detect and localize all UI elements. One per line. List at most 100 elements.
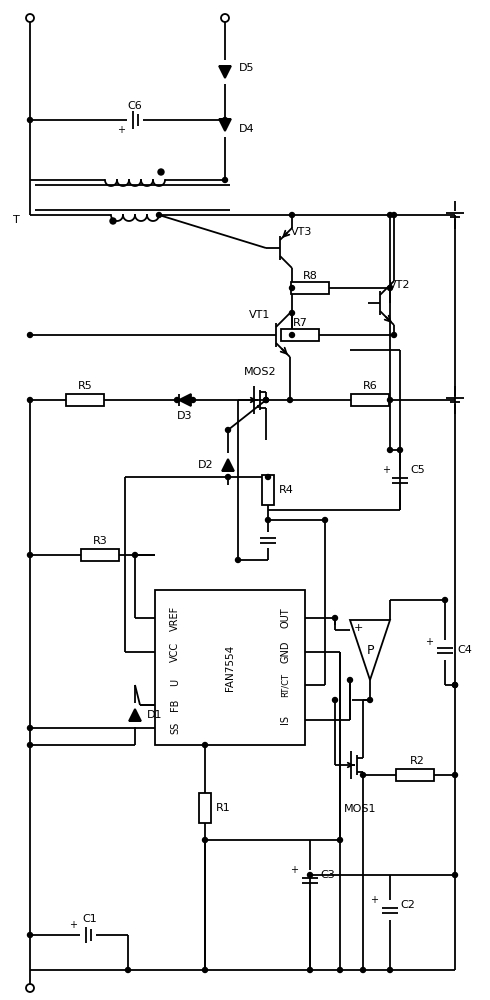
Text: R7: R7 (293, 318, 307, 328)
Circle shape (290, 286, 294, 290)
Circle shape (225, 428, 230, 432)
Text: R6: R6 (363, 381, 377, 391)
Text: D2: D2 (198, 460, 214, 470)
Text: C5: C5 (411, 465, 425, 475)
Text: RT/CT: RT/CT (280, 673, 290, 697)
Text: MOS2: MOS2 (244, 367, 276, 377)
Text: C2: C2 (400, 900, 416, 910)
Circle shape (156, 213, 162, 218)
Circle shape (442, 597, 447, 602)
Circle shape (110, 218, 116, 224)
Text: C3: C3 (320, 870, 335, 880)
Text: VT3: VT3 (292, 227, 313, 237)
Circle shape (388, 968, 392, 972)
Circle shape (222, 117, 227, 122)
Text: R8: R8 (302, 271, 318, 281)
Text: +: + (69, 920, 77, 930)
Circle shape (27, 397, 32, 402)
Bar (351, 394, 389, 406)
Circle shape (392, 332, 396, 338)
Circle shape (27, 552, 32, 558)
Text: +: + (353, 623, 363, 633)
Text: FAN7554: FAN7554 (225, 644, 235, 691)
Bar (81, 549, 119, 561)
Bar (262, 475, 274, 505)
Text: +: + (370, 895, 378, 905)
Circle shape (388, 213, 392, 218)
Text: C4: C4 (458, 645, 472, 655)
Bar (199, 793, 211, 823)
Bar (66, 394, 104, 406)
Circle shape (452, 682, 458, 688)
Text: R2: R2 (410, 756, 424, 766)
Circle shape (266, 518, 270, 522)
Text: VT2: VT2 (389, 280, 411, 290)
Text: FB: FB (170, 699, 180, 711)
Text: +: + (425, 637, 433, 647)
Circle shape (174, 397, 179, 402)
Circle shape (388, 397, 392, 402)
Circle shape (388, 286, 392, 290)
Circle shape (27, 932, 32, 938)
Text: R5: R5 (77, 381, 93, 391)
Circle shape (347, 678, 352, 682)
Polygon shape (129, 709, 141, 721)
Text: VCC: VCC (170, 642, 180, 662)
Circle shape (338, 968, 343, 972)
Text: P: P (366, 644, 374, 656)
Text: C6: C6 (127, 101, 143, 111)
Circle shape (202, 968, 207, 972)
Text: +: + (382, 465, 390, 475)
Circle shape (333, 615, 338, 620)
Circle shape (361, 968, 366, 972)
Circle shape (397, 448, 402, 452)
Circle shape (361, 772, 366, 778)
Polygon shape (350, 620, 390, 680)
Text: D5: D5 (239, 63, 255, 73)
Circle shape (288, 397, 293, 402)
Circle shape (290, 213, 294, 218)
Circle shape (264, 397, 269, 402)
Circle shape (132, 552, 138, 558)
Circle shape (388, 448, 392, 452)
Text: +: + (117, 125, 125, 135)
Circle shape (452, 682, 458, 688)
Text: T: T (13, 215, 20, 225)
Circle shape (222, 178, 227, 182)
Polygon shape (219, 66, 231, 78)
Text: U: U (170, 678, 180, 686)
Circle shape (338, 838, 343, 842)
Circle shape (202, 838, 207, 842)
Text: D4: D4 (239, 124, 255, 134)
Circle shape (392, 213, 396, 218)
Circle shape (158, 169, 164, 175)
Circle shape (333, 698, 338, 702)
Bar (291, 282, 329, 294)
Circle shape (27, 726, 32, 730)
Text: VT1: VT1 (249, 310, 270, 320)
Text: GND: GND (280, 641, 290, 663)
Bar (396, 769, 434, 781)
Circle shape (308, 968, 313, 972)
Text: D1: D1 (147, 710, 163, 720)
Text: OUT: OUT (280, 608, 290, 628)
Circle shape (125, 968, 130, 972)
Circle shape (452, 772, 458, 778)
Circle shape (264, 397, 269, 402)
Polygon shape (219, 119, 231, 131)
Text: R3: R3 (93, 536, 107, 546)
Text: C1: C1 (83, 914, 98, 924)
Circle shape (202, 742, 207, 748)
Circle shape (236, 558, 241, 562)
Circle shape (266, 475, 270, 480)
Circle shape (27, 742, 32, 748)
Text: IS: IS (280, 716, 290, 724)
Circle shape (27, 332, 32, 338)
Circle shape (27, 117, 32, 122)
Text: R4: R4 (278, 485, 294, 495)
Polygon shape (179, 394, 191, 406)
Text: R1: R1 (216, 803, 230, 813)
Polygon shape (222, 459, 234, 471)
Circle shape (290, 332, 294, 338)
Text: VREF: VREF (170, 605, 180, 631)
